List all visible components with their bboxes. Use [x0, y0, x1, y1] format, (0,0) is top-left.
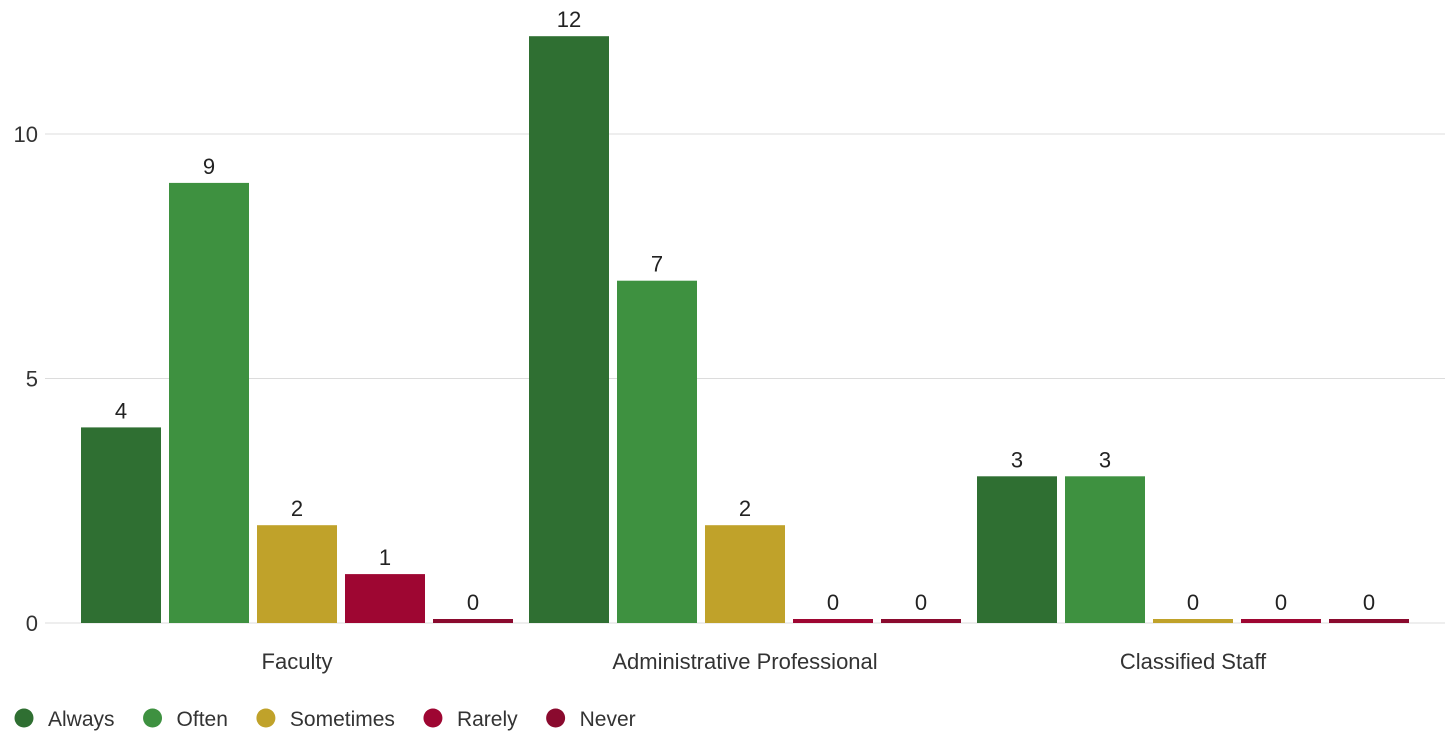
legend-item-often[interactable]: Often — [143, 708, 228, 731]
bar-often-1 — [617, 280, 697, 623]
legend-label: Sometimes — [290, 708, 395, 731]
data-label: 2 — [739, 496, 751, 521]
legend-item-rarely[interactable]: Rarely — [423, 708, 518, 731]
x-category-label: Classified Staff — [1120, 649, 1267, 674]
data-label: 0 — [1363, 590, 1375, 615]
bar-sometimes-1 — [705, 525, 785, 623]
legend-item-never[interactable]: Never — [546, 708, 636, 731]
bar-sometimes-0 — [257, 525, 337, 623]
data-labels: 4 9 2 1 0 12 7 2 0 0 3 3 0 0 0 — [115, 7, 1375, 615]
data-label: 1 — [379, 545, 391, 570]
data-label: 0 — [1187, 590, 1199, 615]
bar-sometimes-2 — [1153, 619, 1233, 623]
data-label: 0 — [915, 590, 927, 615]
y-tick-label: 5 — [26, 367, 38, 392]
bar-never-2 — [1329, 619, 1409, 623]
legend-swatch — [143, 708, 163, 728]
data-label: 12 — [557, 7, 581, 32]
bar-often-0 — [169, 182, 249, 623]
bar-often-2 — [1065, 476, 1145, 623]
data-label: 0 — [467, 590, 479, 615]
legend-swatch — [423, 708, 443, 728]
legend-swatch — [256, 708, 276, 728]
legend-label: Rarely — [457, 708, 518, 731]
bar-never-1 — [881, 619, 961, 623]
data-label: 3 — [1099, 447, 1111, 472]
x-category-label: Administrative Professional — [612, 649, 877, 674]
y-tick-label: 0 — [26, 611, 38, 636]
bars — [81, 36, 1409, 623]
legend: Always Often Sometimes Rarely Never — [14, 708, 636, 731]
data-label: 7 — [651, 252, 663, 277]
legend-label: Often — [177, 708, 228, 731]
bar-never-0 — [433, 619, 513, 623]
y-axis: 0 5 10 — [14, 122, 38, 636]
bar-always-0 — [81, 427, 161, 623]
legend-swatch — [546, 708, 566, 728]
data-label: 3 — [1011, 447, 1023, 472]
data-label: 0 — [827, 590, 839, 615]
bar-rarely-2 — [1241, 619, 1321, 623]
bar-always-1 — [529, 36, 609, 623]
data-label: 0 — [1275, 590, 1287, 615]
data-label: 4 — [115, 398, 127, 423]
legend-item-sometimes[interactable]: Sometimes — [256, 708, 395, 731]
legend-label: Always — [48, 708, 115, 731]
bar-rarely-1 — [793, 619, 873, 623]
legend-swatch — [14, 708, 34, 728]
bar-always-2 — [977, 476, 1057, 623]
legend-item-always[interactable]: Always — [14, 708, 115, 731]
bar-rarely-0 — [345, 574, 425, 623]
data-label: 2 — [291, 496, 303, 521]
x-category-label: Faculty — [262, 649, 333, 674]
y-tick-label: 10 — [14, 122, 38, 147]
data-label: 9 — [203, 154, 215, 179]
legend-label: Never — [580, 708, 636, 731]
x-axis: Faculty Administrative Professional Classi… — [262, 649, 1268, 674]
